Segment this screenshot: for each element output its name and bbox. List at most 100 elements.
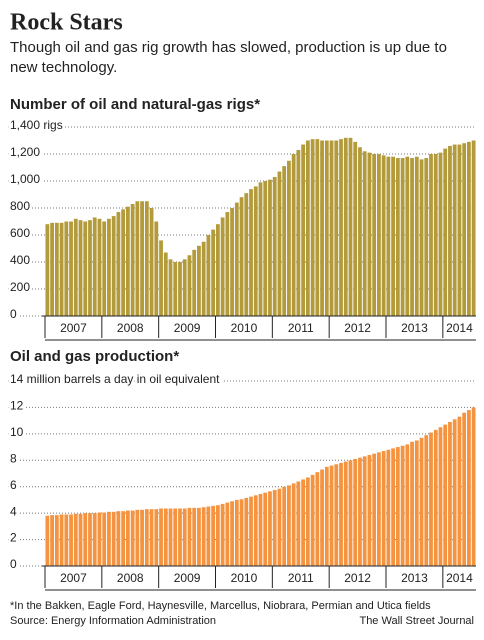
bar xyxy=(277,171,282,316)
bar xyxy=(258,493,263,566)
bar xyxy=(263,492,268,566)
bar xyxy=(69,514,73,566)
bar xyxy=(362,151,367,316)
bar xyxy=(173,262,178,316)
bar xyxy=(121,511,126,566)
bar xyxy=(182,508,187,566)
x-tick-label: 2012 xyxy=(344,321,371,335)
bar xyxy=(372,154,377,316)
y-tick-label: 0 xyxy=(10,557,17,571)
y-tick-label: 4 xyxy=(10,504,17,518)
bar xyxy=(395,158,400,316)
bar xyxy=(405,444,410,566)
bar xyxy=(78,513,83,566)
bar xyxy=(149,509,154,566)
bar xyxy=(414,440,419,566)
x-tick-label: 2014 xyxy=(446,321,473,335)
bar xyxy=(467,410,471,566)
bar xyxy=(310,474,315,566)
x-tick-label: 2013 xyxy=(401,321,428,335)
bar xyxy=(187,507,192,566)
bar xyxy=(234,499,239,566)
bar xyxy=(249,189,253,316)
bar xyxy=(206,235,211,316)
bar xyxy=(410,158,414,316)
x-tick-label: 2014 xyxy=(446,571,473,585)
bar xyxy=(429,432,433,566)
bar xyxy=(320,140,324,316)
bar xyxy=(64,514,69,566)
bar xyxy=(187,255,192,316)
bar xyxy=(163,252,168,316)
bar xyxy=(111,511,116,566)
bar xyxy=(211,505,216,566)
bar xyxy=(405,156,410,316)
bar xyxy=(381,155,386,316)
bar xyxy=(410,441,414,566)
bar xyxy=(310,139,315,316)
bar xyxy=(78,220,83,316)
bar xyxy=(45,224,50,316)
bar xyxy=(159,508,163,566)
x-tick-label: 2012 xyxy=(344,571,371,585)
bar xyxy=(282,166,287,316)
bar xyxy=(144,509,149,566)
bar xyxy=(343,137,348,316)
bar xyxy=(253,495,258,566)
y-tick-label: 1,400 rigs xyxy=(10,118,63,132)
x-tick-label: 2013 xyxy=(401,571,428,585)
bar xyxy=(140,201,144,316)
bar xyxy=(448,145,452,316)
bar xyxy=(287,485,291,566)
chart-title: Number of oil and natural-gas rigs* xyxy=(10,96,260,113)
bar xyxy=(377,452,381,566)
bar xyxy=(457,144,462,316)
y-tick-label: 200 xyxy=(10,280,30,294)
bar xyxy=(59,514,64,566)
bar xyxy=(154,509,159,566)
bar xyxy=(111,216,116,316)
bar xyxy=(69,221,73,316)
bar xyxy=(400,158,405,316)
bar xyxy=(178,262,182,316)
bar xyxy=(244,193,249,316)
y-tick-label: 1,000 xyxy=(10,172,40,186)
bar xyxy=(107,511,111,566)
x-tick-label: 2007 xyxy=(60,571,87,585)
bar xyxy=(419,159,424,316)
y-tick-label: 0 xyxy=(10,307,17,321)
bar xyxy=(305,140,310,316)
bar xyxy=(433,154,438,316)
bar xyxy=(353,141,358,316)
bar xyxy=(263,181,268,316)
y-tick-label: 10 xyxy=(10,425,24,439)
bar xyxy=(452,144,457,316)
bar xyxy=(339,139,343,316)
bar xyxy=(268,179,272,316)
bar xyxy=(452,419,457,566)
bar xyxy=(301,479,306,566)
bar xyxy=(372,453,377,566)
bar xyxy=(386,449,391,566)
y-tick-label: 6 xyxy=(10,478,17,492)
bar xyxy=(353,458,358,566)
bar xyxy=(97,512,102,566)
bar xyxy=(400,445,405,566)
bar xyxy=(59,222,64,316)
bar xyxy=(244,497,249,566)
bar xyxy=(230,501,234,566)
bar xyxy=(462,143,467,316)
bar xyxy=(73,513,78,566)
x-tick-label: 2011 xyxy=(288,321,314,335)
bar xyxy=(367,152,372,316)
bar xyxy=(135,201,140,316)
bar xyxy=(201,507,206,566)
bar xyxy=(249,496,253,566)
bar xyxy=(414,156,419,316)
bar xyxy=(315,139,320,316)
source: Source: Energy Information Administratio… xyxy=(10,615,216,627)
x-tick-label: 2008 xyxy=(117,571,144,585)
bar xyxy=(54,515,59,566)
bar xyxy=(125,510,130,566)
